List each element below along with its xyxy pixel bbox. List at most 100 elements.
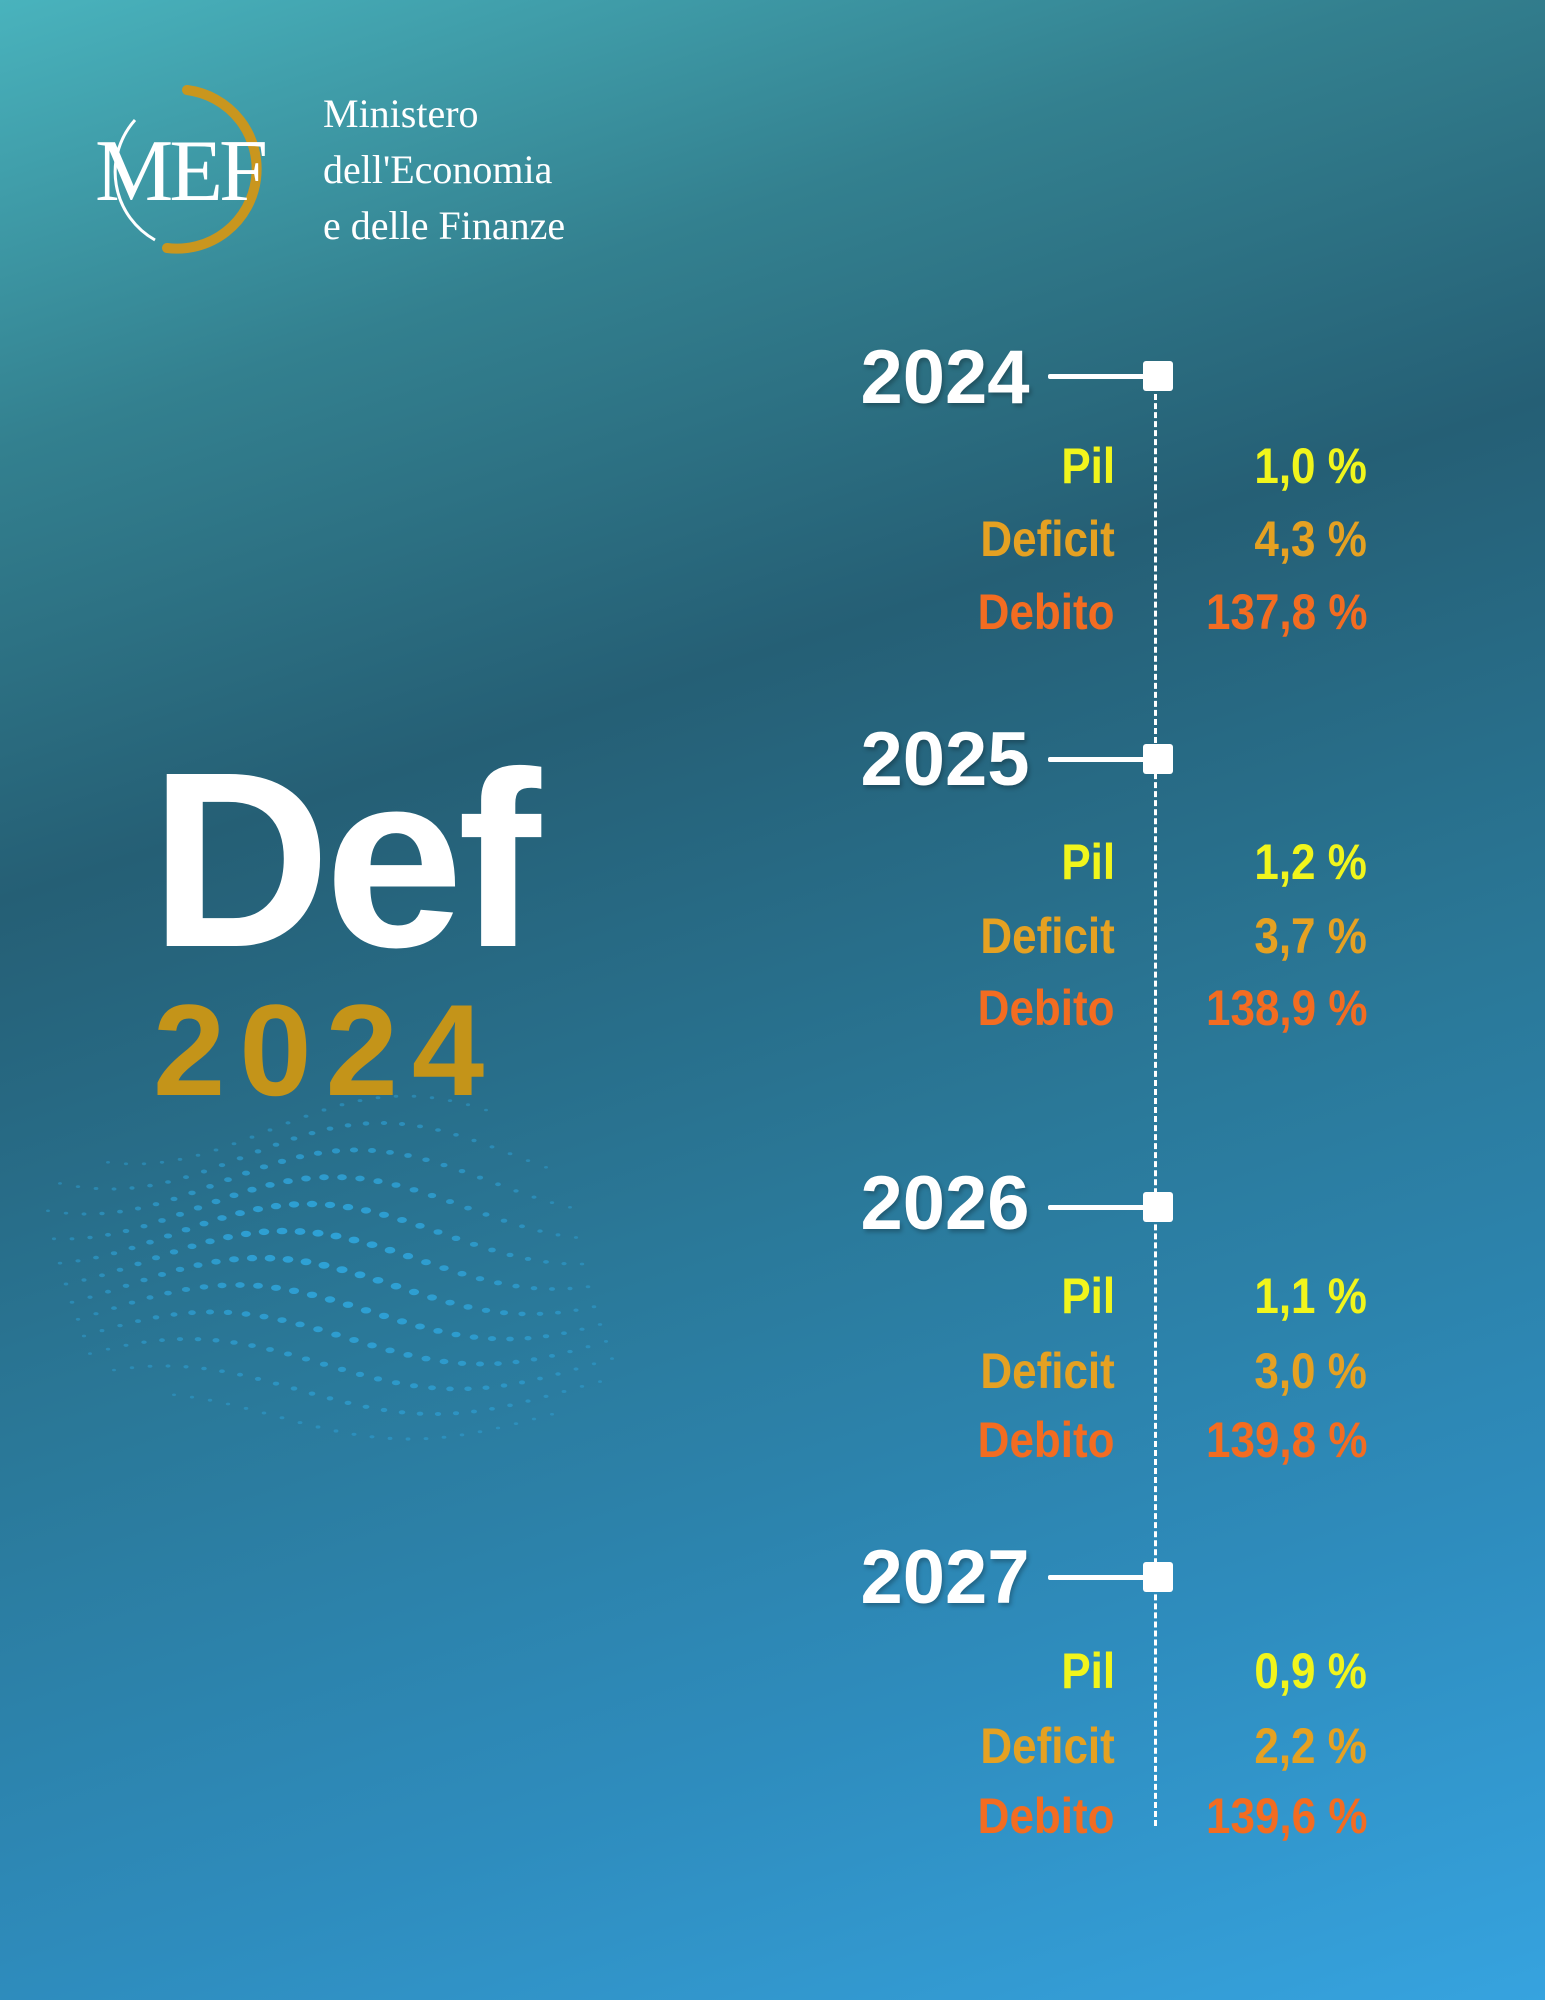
wave-dot (63, 1211, 69, 1215)
wave-dot (276, 1227, 288, 1235)
wave-dot (254, 1149, 262, 1154)
ministry-line-3: e delle Finanze (323, 203, 566, 248)
wave-dot (339, 1103, 345, 1107)
timeline-node (1143, 1192, 1173, 1222)
wave-dot (313, 1150, 323, 1156)
wave-dot (506, 1336, 514, 1342)
wave-dot (513, 1422, 519, 1425)
wave-dot (423, 1437, 429, 1441)
wave-dot (344, 1400, 352, 1405)
wave-dot (193, 1262, 203, 1268)
wave-dot (471, 1138, 477, 1143)
wave-dot (550, 1412, 554, 1416)
wave-dot (561, 1262, 567, 1266)
wave-dot (380, 1121, 388, 1125)
wave-dot (241, 1311, 251, 1317)
wave-dot (476, 1175, 484, 1180)
wave-dot (223, 1309, 233, 1315)
wave-dot (319, 1174, 329, 1181)
wave-dot (447, 1099, 453, 1102)
wave-dot (318, 1261, 330, 1269)
wave-dot (146, 1295, 154, 1300)
wave-dot (405, 1437, 411, 1441)
wave-dot (369, 1435, 375, 1439)
wave-dot (457, 1360, 467, 1366)
wave-dot (500, 1218, 508, 1223)
wave-dot (211, 1198, 221, 1205)
wave-dot (415, 1323, 425, 1330)
wave-dot (439, 1265, 449, 1271)
wave-dot (441, 1435, 447, 1439)
wave-dot (463, 1304, 473, 1310)
wave-dot (141, 1340, 147, 1344)
wave-dot (152, 1315, 160, 1320)
wave-dot (476, 1361, 484, 1367)
wave-dot (277, 1317, 287, 1323)
wave-dot (506, 1252, 514, 1258)
wave-dot (201, 1366, 207, 1371)
wave-dot (598, 1380, 602, 1383)
wave-dot (355, 1175, 365, 1182)
wave-dot (106, 1161, 110, 1164)
indicator-row-debito: Debito 137,8 % (0, 582, 1545, 642)
indicator-label: Pil (1061, 1643, 1115, 1699)
wave-dot (165, 1180, 171, 1184)
timeline-dashed-line (1154, 376, 1157, 1826)
wave-dot (176, 1211, 184, 1217)
indicator-row-deficit: Deficit 3,7 % (0, 906, 1545, 966)
indicator-value: 137,8 % (1205, 584, 1367, 640)
wave-dot (81, 1278, 87, 1282)
wave-dot (254, 1376, 262, 1381)
wave-dot (301, 1175, 311, 1182)
wave-dot (69, 1300, 75, 1304)
wave-dot (459, 1433, 465, 1437)
wave-dot (379, 1211, 389, 1218)
wave-dot (482, 1385, 490, 1390)
wave-dot (555, 1372, 561, 1376)
wave-dot (164, 1290, 172, 1296)
wave-dot (266, 1347, 274, 1352)
indicator-row-pil: Pil 1,2 % (0, 832, 1545, 892)
wave-dot (597, 1323, 603, 1326)
wave-dot (308, 1391, 316, 1396)
indicator-row-deficit: Deficit 4,3 % (0, 509, 1545, 569)
indicator-label: Deficit (980, 1343, 1115, 1399)
indicator-value: 139,6 % (1205, 1788, 1367, 1844)
wave-dot (122, 1283, 130, 1288)
wave-dot (230, 1340, 238, 1345)
wave-dot (58, 1182, 62, 1185)
timeline-connector (1048, 374, 1158, 379)
wave-dot (585, 1345, 591, 1349)
wave-dot (567, 1286, 573, 1291)
wave-dot (507, 1152, 513, 1156)
wave-dot (99, 1273, 105, 1278)
wave-dot (427, 1192, 437, 1199)
wave-dot (93, 1187, 99, 1190)
wave-dot (579, 1327, 585, 1331)
wave-dot (537, 1376, 543, 1381)
wave-dot (211, 1258, 221, 1265)
wave-dot (525, 1159, 531, 1162)
wave-dot (181, 1227, 191, 1233)
timeline-year: 2025 (860, 717, 1030, 802)
wave-dot (469, 1334, 479, 1340)
wave-dot (544, 1166, 548, 1169)
wave-dot (199, 1284, 209, 1290)
wave-dot (321, 1108, 327, 1112)
wave-dot (349, 1147, 359, 1153)
wave-dot (200, 1169, 208, 1174)
wave-dot (591, 1305, 597, 1309)
wave-dot (240, 1230, 252, 1238)
wave-dot (175, 1266, 185, 1272)
wave-dot (128, 1245, 136, 1251)
wave-dot (319, 1361, 329, 1367)
wave-dot (452, 1411, 460, 1416)
wave-dot (390, 1282, 402, 1290)
wave-dot (264, 1254, 276, 1262)
wave-dot (205, 1238, 215, 1245)
wave-dot (567, 1349, 573, 1354)
wave-dot (75, 1317, 81, 1321)
indicator-value: 2,2 % (1254, 1718, 1367, 1774)
wave-dot (464, 1386, 472, 1392)
wave-dot (433, 1229, 443, 1235)
